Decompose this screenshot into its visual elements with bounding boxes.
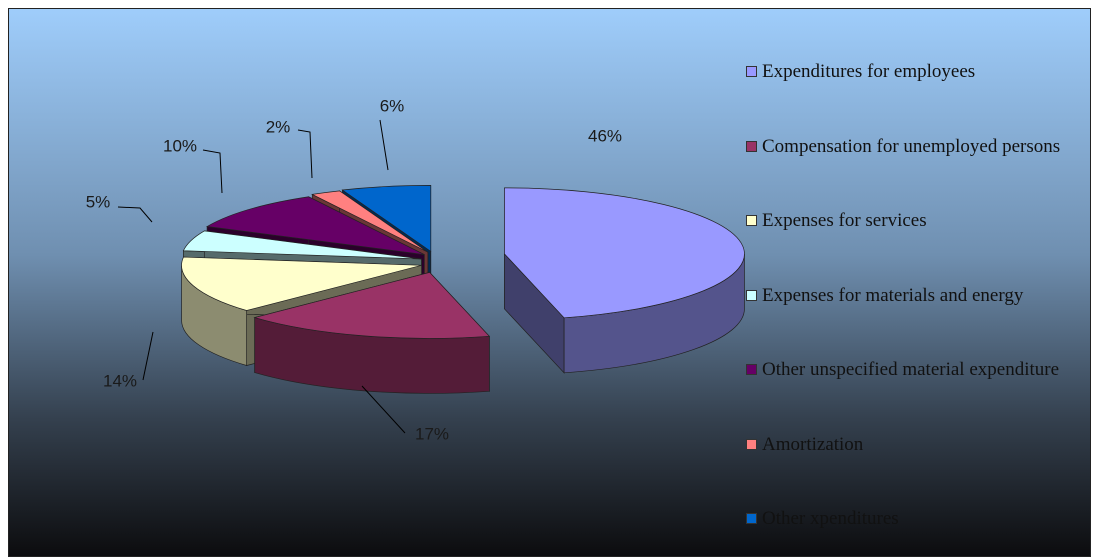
leader-line — [379, 119, 389, 171]
slice-top — [181, 256, 422, 311]
leader-line — [142, 331, 154, 381]
legend-swatch — [746, 513, 757, 524]
slice-top — [182, 230, 422, 260]
slice — [253, 271, 491, 394]
leader-line — [117, 206, 153, 223]
legend-swatch — [746, 289, 757, 301]
legend-item: Other xpenditures — [744, 505, 1064, 533]
data-label: 2% — [266, 117, 291, 136]
legend-swatch — [746, 364, 757, 375]
legend-swatch — [746, 140, 757, 152]
data-label: 10% — [163, 136, 197, 155]
slice-top — [504, 187, 745, 319]
data-label: 46% — [588, 126, 622, 145]
leader-line — [202, 149, 223, 194]
data-label: 5% — [86, 192, 111, 211]
legend-item: Other unspecified material expenditure — [744, 356, 1064, 384]
data-label: 14% — [103, 371, 137, 390]
slice-top — [341, 185, 432, 253]
slice — [504, 187, 745, 374]
legend-swatch — [746, 215, 757, 226]
data-label: 17% — [415, 424, 449, 443]
slice-top — [253, 271, 491, 339]
legend-label: Other unspecified material expenditure — [762, 359, 1060, 380]
legend-label: Expenses for services — [762, 210, 927, 231]
legend-label: Compensation for unemployed persons — [762, 135, 1061, 157]
legend-label: Expenses for materials and energy — [762, 284, 1024, 306]
legend-item: Expenses for services — [744, 207, 1064, 235]
legend-swatch — [746, 66, 757, 77]
leader-line — [361, 385, 406, 434]
legend-swatch — [746, 438, 757, 450]
legend-label: Expenditures for employees — [762, 61, 976, 82]
leader-line — [297, 129, 313, 179]
legend-label: Other xpenditures — [762, 508, 899, 529]
slice-top — [206, 196, 425, 255]
slice-top — [311, 190, 429, 253]
legend-label: Amortization — [762, 433, 864, 455]
legend-item: Compensation for unemployed persons — [744, 133, 1064, 161]
legend-item: Expenditures for employees — [744, 58, 1064, 86]
legend-item: Expenses for materials and energy — [744, 282, 1064, 310]
legend-item: Amortization — [744, 431, 1064, 459]
data-label: 6% — [380, 96, 405, 115]
